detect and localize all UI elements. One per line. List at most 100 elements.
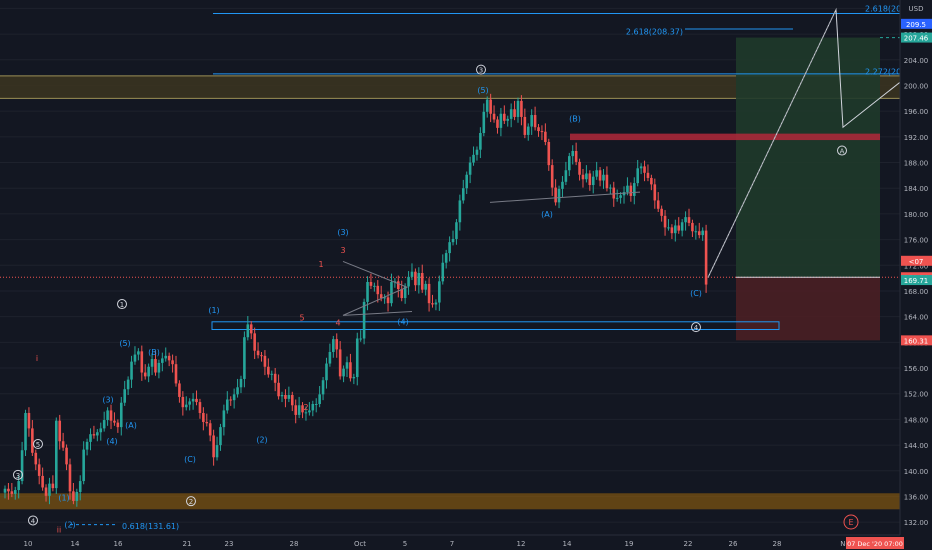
wave4-support-box [211, 321, 780, 331]
candle-body [290, 395, 294, 406]
candle-body [622, 192, 626, 196]
candle-body [328, 351, 332, 364]
x-tick-label: 5 [403, 540, 407, 548]
y-tick-label: 144.00 [904, 442, 929, 450]
y-tick-label: 152.00 [904, 391, 929, 399]
candle-body [697, 231, 701, 236]
candle-body [308, 410, 311, 413]
circled-wave-marker [476, 64, 486, 75]
candle-body [243, 337, 246, 379]
candle-body [588, 173, 592, 186]
wave-label-blue: (C) [690, 289, 702, 298]
candle-body [188, 401, 191, 405]
date-tag-text: 07 Dec '20 07:00 [847, 540, 903, 548]
wave-label-blue: (4) [397, 317, 408, 326]
wave-label-blue: (B) [569, 114, 581, 123]
candle-body [578, 161, 581, 175]
candle-body [68, 464, 72, 492]
candle-body [465, 174, 468, 189]
candle-body [61, 441, 65, 448]
candle-body [55, 420, 58, 489]
wave-label-blue: (5) [477, 86, 488, 95]
wave-label-blue: (A) [541, 210, 553, 219]
candle-body [137, 351, 140, 355]
candle-body [496, 119, 499, 128]
candle-body [147, 366, 150, 377]
x-tick-label: 16 [114, 540, 123, 548]
candle-body [448, 242, 451, 254]
fib-label: 2.618(208.37) [626, 28, 683, 37]
candle-body [503, 113, 506, 121]
candle-body [41, 475, 44, 488]
x-tick-label: Oct [354, 540, 366, 548]
candle-body [130, 361, 133, 380]
logo-letter: E [848, 518, 853, 527]
price-tag-text: 160.31 [904, 337, 929, 345]
candle-body [232, 394, 236, 401]
candle-body [455, 222, 458, 239]
y-tick-label: 180.00 [904, 211, 929, 219]
x-tick-label: 14 [71, 540, 80, 548]
candle-body [537, 127, 540, 132]
price-tag-text: 169.71 [904, 277, 929, 285]
candle-body [667, 227, 670, 229]
candle-body [256, 350, 260, 356]
candle-body [113, 420, 116, 423]
candle-body [178, 383, 181, 397]
candle-body [451, 238, 455, 243]
wave-label-red: 2 [303, 403, 308, 412]
candle-body [386, 297, 390, 304]
candle-body [229, 399, 233, 401]
candle-body [571, 150, 575, 157]
candle-body [499, 113, 503, 128]
candle-body [694, 231, 698, 233]
candle-body [609, 187, 612, 189]
candle-body [10, 491, 14, 494]
candle-body [20, 450, 24, 482]
wave-label-blue: (2) [256, 436, 267, 445]
candle-body [509, 109, 513, 119]
circled-wave-label: 3 [479, 67, 483, 75]
candle-body [414, 271, 417, 286]
candle-body [270, 373, 274, 375]
y-tick-label: 148.00 [904, 416, 929, 424]
candle-body [263, 355, 267, 367]
candle-body [619, 195, 622, 198]
candle-body [150, 359, 154, 367]
candle-body [195, 398, 198, 403]
candle-body [444, 253, 448, 263]
candle-body [485, 99, 489, 112]
date-tag [846, 537, 904, 549]
candle-body [7, 488, 10, 492]
candle-body [530, 115, 533, 127]
candle-body [458, 200, 462, 223]
candle-body [51, 483, 55, 489]
candle-body [198, 402, 202, 413]
candle-body [660, 208, 663, 216]
candle-body [106, 410, 109, 421]
wave-b-band [570, 133, 880, 141]
circled-wave-label: A [840, 148, 845, 156]
candle-body [581, 174, 585, 180]
candle-body [526, 126, 530, 135]
countdown-box [901, 255, 932, 266]
x-tick-label: 10 [24, 540, 33, 548]
candle-body [154, 359, 157, 373]
candle-body [420, 272, 424, 290]
y-tick-label: 204.00 [904, 57, 929, 65]
x-tick-label: 7 [450, 540, 454, 548]
candle-body [280, 395, 284, 397]
y-tick-label: 188.00 [904, 160, 929, 168]
price-tag [901, 335, 932, 346]
candle-body [585, 173, 588, 180]
x-tick-label: 12 [517, 540, 526, 548]
x-tick-label: 21 [183, 540, 192, 548]
candle-body [561, 181, 564, 189]
candle-body [516, 100, 520, 117]
candle-body [691, 222, 694, 232]
logo-badge[interactable] [843, 514, 859, 530]
candle-body [397, 281, 400, 290]
wave-label-blue: (B) [148, 348, 160, 357]
